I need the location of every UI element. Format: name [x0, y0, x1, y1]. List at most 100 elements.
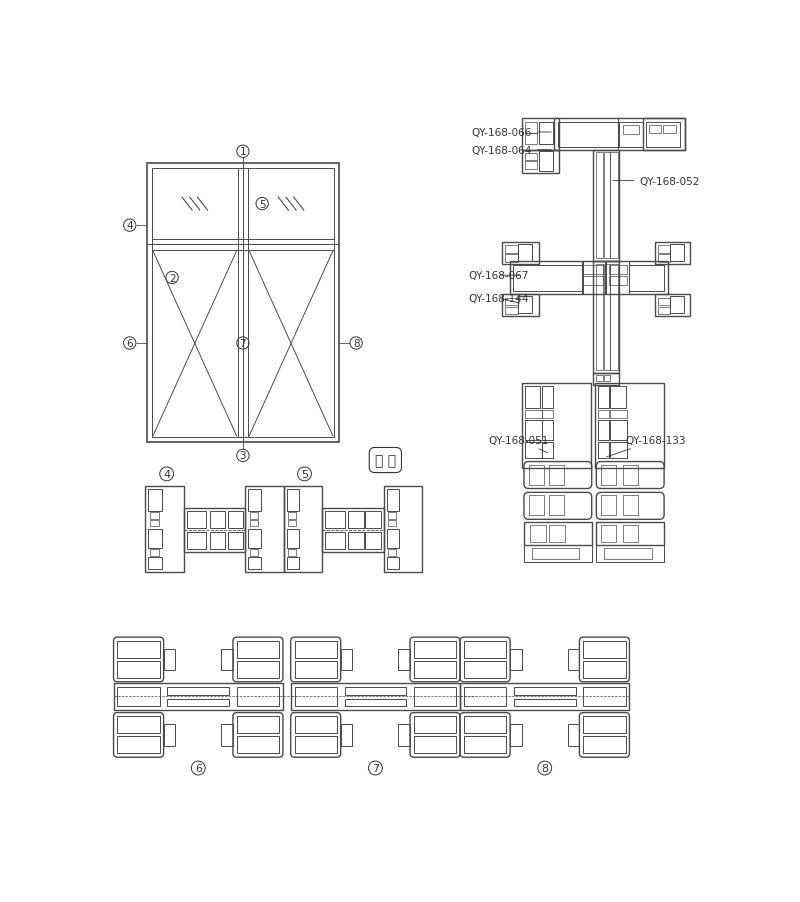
Bar — [583, 716, 626, 733]
Bar — [525, 153, 537, 161]
Bar — [326, 533, 345, 549]
Bar — [506, 255, 518, 262]
Bar — [288, 549, 296, 556]
Text: 室 内: 室 内 — [374, 454, 396, 467]
Bar — [646, 123, 680, 147]
Bar — [384, 487, 422, 573]
Bar — [655, 295, 690, 317]
Bar — [610, 264, 618, 371]
Bar — [502, 295, 539, 317]
Bar — [250, 549, 258, 556]
Bar — [148, 490, 162, 511]
Bar — [558, 123, 618, 147]
Bar — [414, 661, 456, 678]
Bar — [287, 490, 299, 511]
Bar — [568, 724, 579, 746]
Text: 4: 4 — [163, 469, 170, 479]
Bar — [345, 687, 406, 695]
Text: 6: 6 — [126, 338, 133, 348]
Bar — [186, 511, 206, 529]
Bar — [250, 520, 258, 527]
Bar — [464, 716, 506, 733]
Bar — [655, 243, 690, 264]
Bar — [619, 123, 642, 147]
Bar — [601, 496, 616, 516]
Bar — [389, 513, 396, 519]
Bar — [414, 641, 456, 658]
Bar — [594, 373, 619, 385]
Bar — [387, 557, 399, 570]
Bar — [514, 699, 575, 706]
Bar — [163, 724, 175, 746]
Bar — [598, 420, 609, 440]
Bar — [210, 511, 226, 529]
Bar — [502, 243, 539, 264]
Bar — [150, 549, 159, 556]
Bar — [398, 649, 410, 670]
Bar — [349, 533, 364, 549]
Bar — [288, 520, 296, 527]
Bar — [464, 641, 506, 658]
Bar — [670, 297, 684, 314]
Bar — [294, 716, 337, 733]
Bar — [522, 383, 591, 468]
Bar — [529, 465, 544, 485]
Bar — [550, 525, 565, 542]
Text: 7: 7 — [239, 338, 246, 348]
Bar — [594, 151, 619, 262]
Bar — [464, 661, 506, 678]
Bar — [146, 163, 339, 443]
Bar — [150, 520, 159, 527]
Text: QY-168-052: QY-168-052 — [613, 176, 700, 187]
Bar — [658, 299, 670, 306]
Text: 8: 8 — [541, 763, 548, 773]
Bar — [524, 522, 592, 545]
Bar — [237, 737, 279, 753]
Bar — [601, 465, 616, 485]
Bar — [294, 687, 337, 706]
Bar — [518, 297, 532, 314]
Bar — [642, 119, 685, 152]
Bar — [150, 513, 159, 519]
Text: QY-168-051: QY-168-051 — [489, 436, 549, 453]
Bar — [601, 525, 616, 542]
Bar — [287, 557, 299, 570]
Bar — [237, 716, 279, 733]
Bar — [506, 308, 518, 315]
Bar — [542, 387, 554, 409]
Bar — [341, 724, 352, 746]
Bar — [583, 262, 606, 295]
Bar — [518, 244, 532, 262]
Bar — [250, 513, 258, 519]
Text: 1: 1 — [239, 147, 246, 157]
Bar — [152, 169, 334, 437]
Bar — [609, 266, 627, 275]
Bar — [326, 511, 345, 529]
Bar — [525, 123, 537, 133]
Bar — [604, 376, 610, 382]
Bar — [525, 387, 540, 409]
Bar — [610, 152, 618, 259]
Bar — [246, 487, 284, 573]
Text: QY-168-066: QY-168-066 — [472, 128, 551, 138]
Bar — [522, 151, 558, 173]
Text: 4: 4 — [126, 221, 133, 231]
Text: 3: 3 — [239, 451, 246, 461]
Bar — [650, 126, 661, 133]
Bar — [118, 716, 160, 733]
Bar — [237, 687, 279, 706]
Bar — [322, 508, 384, 553]
Bar — [604, 152, 610, 259]
Bar — [222, 649, 233, 670]
Bar — [506, 246, 518, 253]
Bar — [525, 133, 537, 144]
Bar — [522, 119, 558, 152]
Bar — [248, 490, 261, 511]
Bar — [662, 126, 677, 133]
Bar — [118, 737, 160, 753]
Bar — [630, 266, 664, 291]
Bar — [598, 387, 609, 409]
Bar — [294, 641, 337, 658]
Bar — [622, 126, 639, 135]
Bar — [387, 490, 399, 511]
